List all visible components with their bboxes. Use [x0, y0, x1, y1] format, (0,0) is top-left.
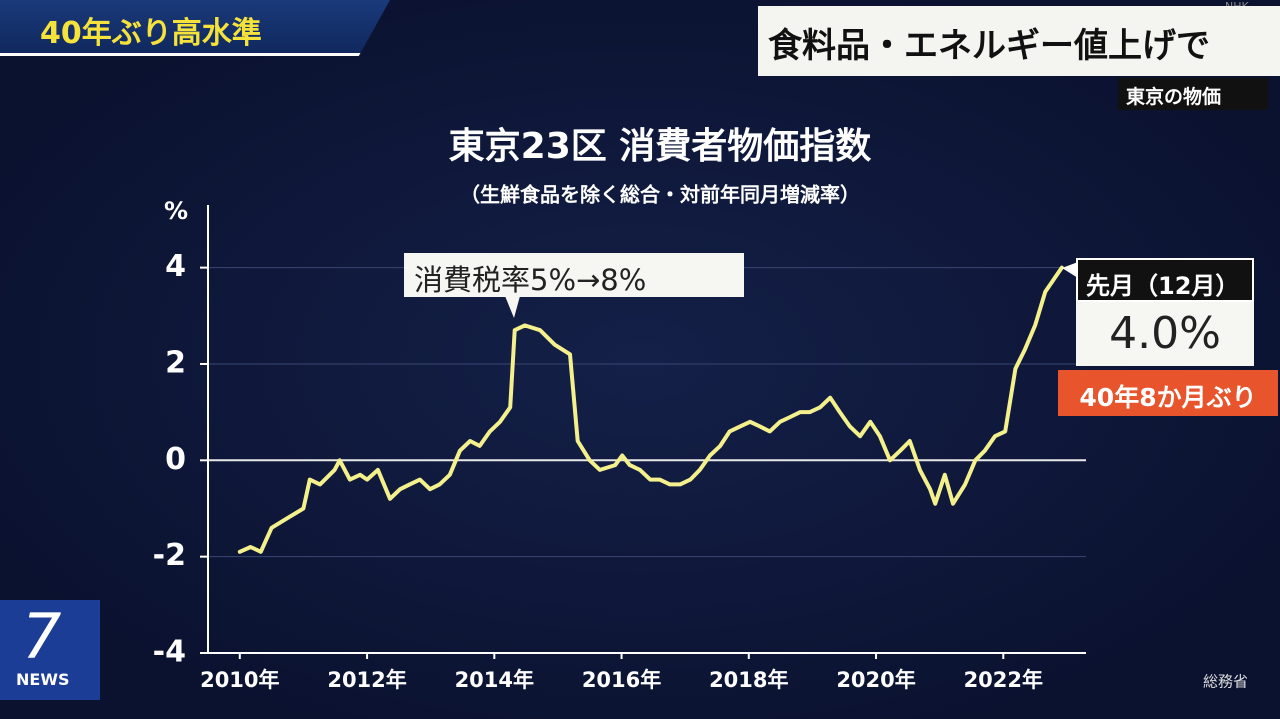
subhead: 東京の物価	[1118, 78, 1268, 110]
chart-subtitle: （生鮮食品を除く総合・対前年同月増減率）	[460, 183, 860, 207]
y-axis-label: %	[164, 197, 188, 225]
callout-pointer	[1062, 262, 1078, 278]
annotation: 消費税率5%→8%	[404, 253, 744, 297]
headline: 食料品・エネルギー値上げで	[758, 6, 1280, 76]
chart-title: 東京23区 消費者物価指数	[449, 125, 872, 167]
y-tick-label: -4	[153, 635, 186, 670]
y-tick-label: 0	[165, 442, 186, 477]
logo	[0, 600, 100, 700]
banner-text: 40年ぶり高水準	[40, 16, 262, 51]
y-tick-label: 4	[165, 249, 186, 284]
callout-title: 先月（12月）	[1076, 258, 1254, 302]
logo-number: 7	[22, 600, 62, 673]
x-tick-label: 2018年	[709, 668, 788, 692]
callout-value: 4.0%	[1076, 302, 1254, 366]
callout-note: 40年8か月ぶり	[1058, 370, 1278, 416]
x-tick-label: 2022年	[964, 668, 1043, 692]
x-tick-label: 2012年	[327, 668, 406, 692]
x-tick-label: 2016年	[582, 668, 661, 692]
x-tick-label: 2014年	[455, 668, 534, 692]
y-tick-label: -2	[153, 538, 186, 573]
y-tick-label: 2	[165, 345, 186, 380]
source: 総務省	[1203, 673, 1248, 691]
x-tick-label: 2010年	[200, 668, 279, 692]
logo-text: NEWS	[16, 670, 70, 689]
x-tick-label: 2020年	[836, 668, 915, 692]
banner	[0, 0, 390, 56]
line	[237, 265, 1064, 554]
annotation-pointer	[505, 296, 520, 318]
